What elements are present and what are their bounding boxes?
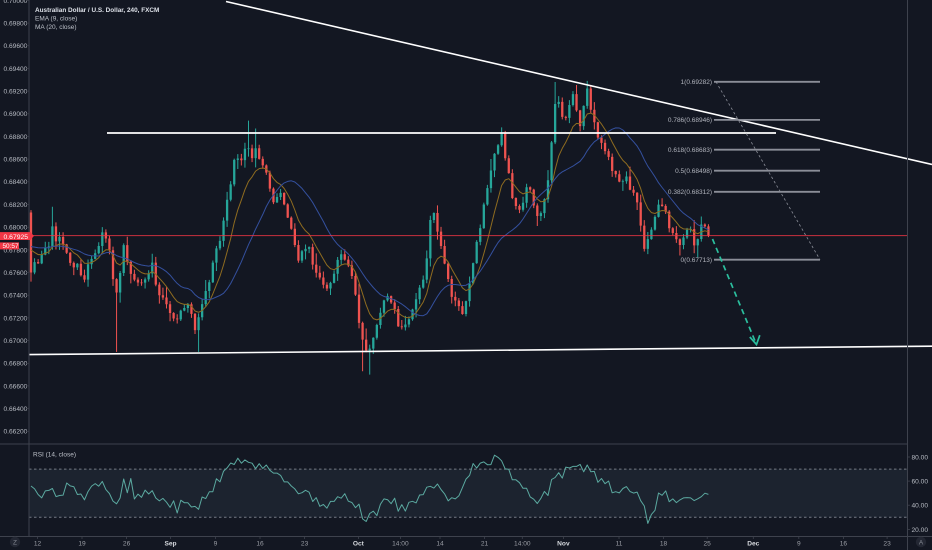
svg-text:60.00: 60.00 [912,479,929,486]
svg-text:0.69000: 0.69000 [4,111,28,118]
svg-text:0(0.67713): 0(0.67713) [681,257,712,264]
svg-text:0.66200: 0.66200 [4,429,28,436]
svg-text:0.786(0.68946): 0.786(0.68946) [668,117,712,124]
svg-text:MA (20, close): MA (20, close) [35,24,77,31]
svg-text:26: 26 [123,541,131,548]
svg-text:Nov: Nov [557,541,570,548]
svg-text:16: 16 [840,541,848,548]
svg-text:0.69600: 0.69600 [4,43,28,50]
svg-text:18: 18 [660,541,668,548]
svg-text:0.69400: 0.69400 [4,66,28,73]
svg-text:0.68600: 0.68600 [4,157,28,164]
svg-text:EMA (9, close): EMA (9, close) [35,16,77,23]
svg-text:9: 9 [214,541,218,548]
svg-text:0.67000: 0.67000 [4,338,28,345]
svg-text:RSI (14, close): RSI (14, close) [33,452,76,459]
svg-text:12: 12 [34,541,42,548]
svg-text:Oct: Oct [353,541,365,548]
svg-text:0.68200: 0.68200 [4,202,28,209]
svg-text:20.00: 20.00 [912,527,929,534]
svg-text:40.00: 40.00 [912,503,929,510]
svg-text:A: A [919,539,924,546]
svg-text:14:00: 14:00 [514,541,531,548]
svg-text:16: 16 [256,541,264,548]
svg-text:0.67925: 0.67925 [4,234,29,241]
svg-text:0.68800: 0.68800 [4,134,28,141]
svg-text:14:00: 14:00 [392,541,409,548]
svg-text:0.68000: 0.68000 [4,225,28,232]
svg-text:Z: Z [13,539,17,546]
svg-text:50:57: 50:57 [3,243,19,250]
svg-text:0.66800: 0.66800 [4,361,28,368]
svg-text:Australian Dollar / U.S. Dolla: Australian Dollar / U.S. Dollar, 240, FX… [35,7,159,14]
svg-text:0.70000: 0.70000 [4,0,28,5]
svg-text:21: 21 [481,541,489,548]
svg-text:0.382(0.68312): 0.382(0.68312) [668,189,712,196]
svg-text:Dec: Dec [747,541,759,548]
svg-text:0.66400: 0.66400 [4,406,28,413]
svg-text:0.69800: 0.69800 [4,21,28,28]
svg-text:0.69200: 0.69200 [4,89,28,96]
svg-text:0.67400: 0.67400 [4,293,28,300]
svg-text:23: 23 [301,541,309,548]
svg-text:0.5(0.68498): 0.5(0.68498) [675,168,712,175]
svg-text:25: 25 [704,541,712,548]
svg-text:23: 23 [883,541,891,548]
svg-text:0.618(0.68683): 0.618(0.68683) [668,147,712,154]
svg-text:14: 14 [436,541,444,548]
svg-text:0.66600: 0.66600 [4,383,28,390]
svg-text:80.00: 80.00 [912,454,929,461]
svg-text:0.68400: 0.68400 [4,179,28,186]
svg-text:0.67800: 0.67800 [4,247,28,254]
svg-text:0.67200: 0.67200 [4,315,28,322]
svg-text:11: 11 [616,541,623,548]
svg-text:1(0.69282): 1(0.69282) [681,79,712,86]
svg-text:Sep: Sep [164,541,176,548]
svg-text:19: 19 [78,541,86,548]
svg-text:0.67600: 0.67600 [4,270,28,277]
svg-text:9: 9 [797,541,801,548]
